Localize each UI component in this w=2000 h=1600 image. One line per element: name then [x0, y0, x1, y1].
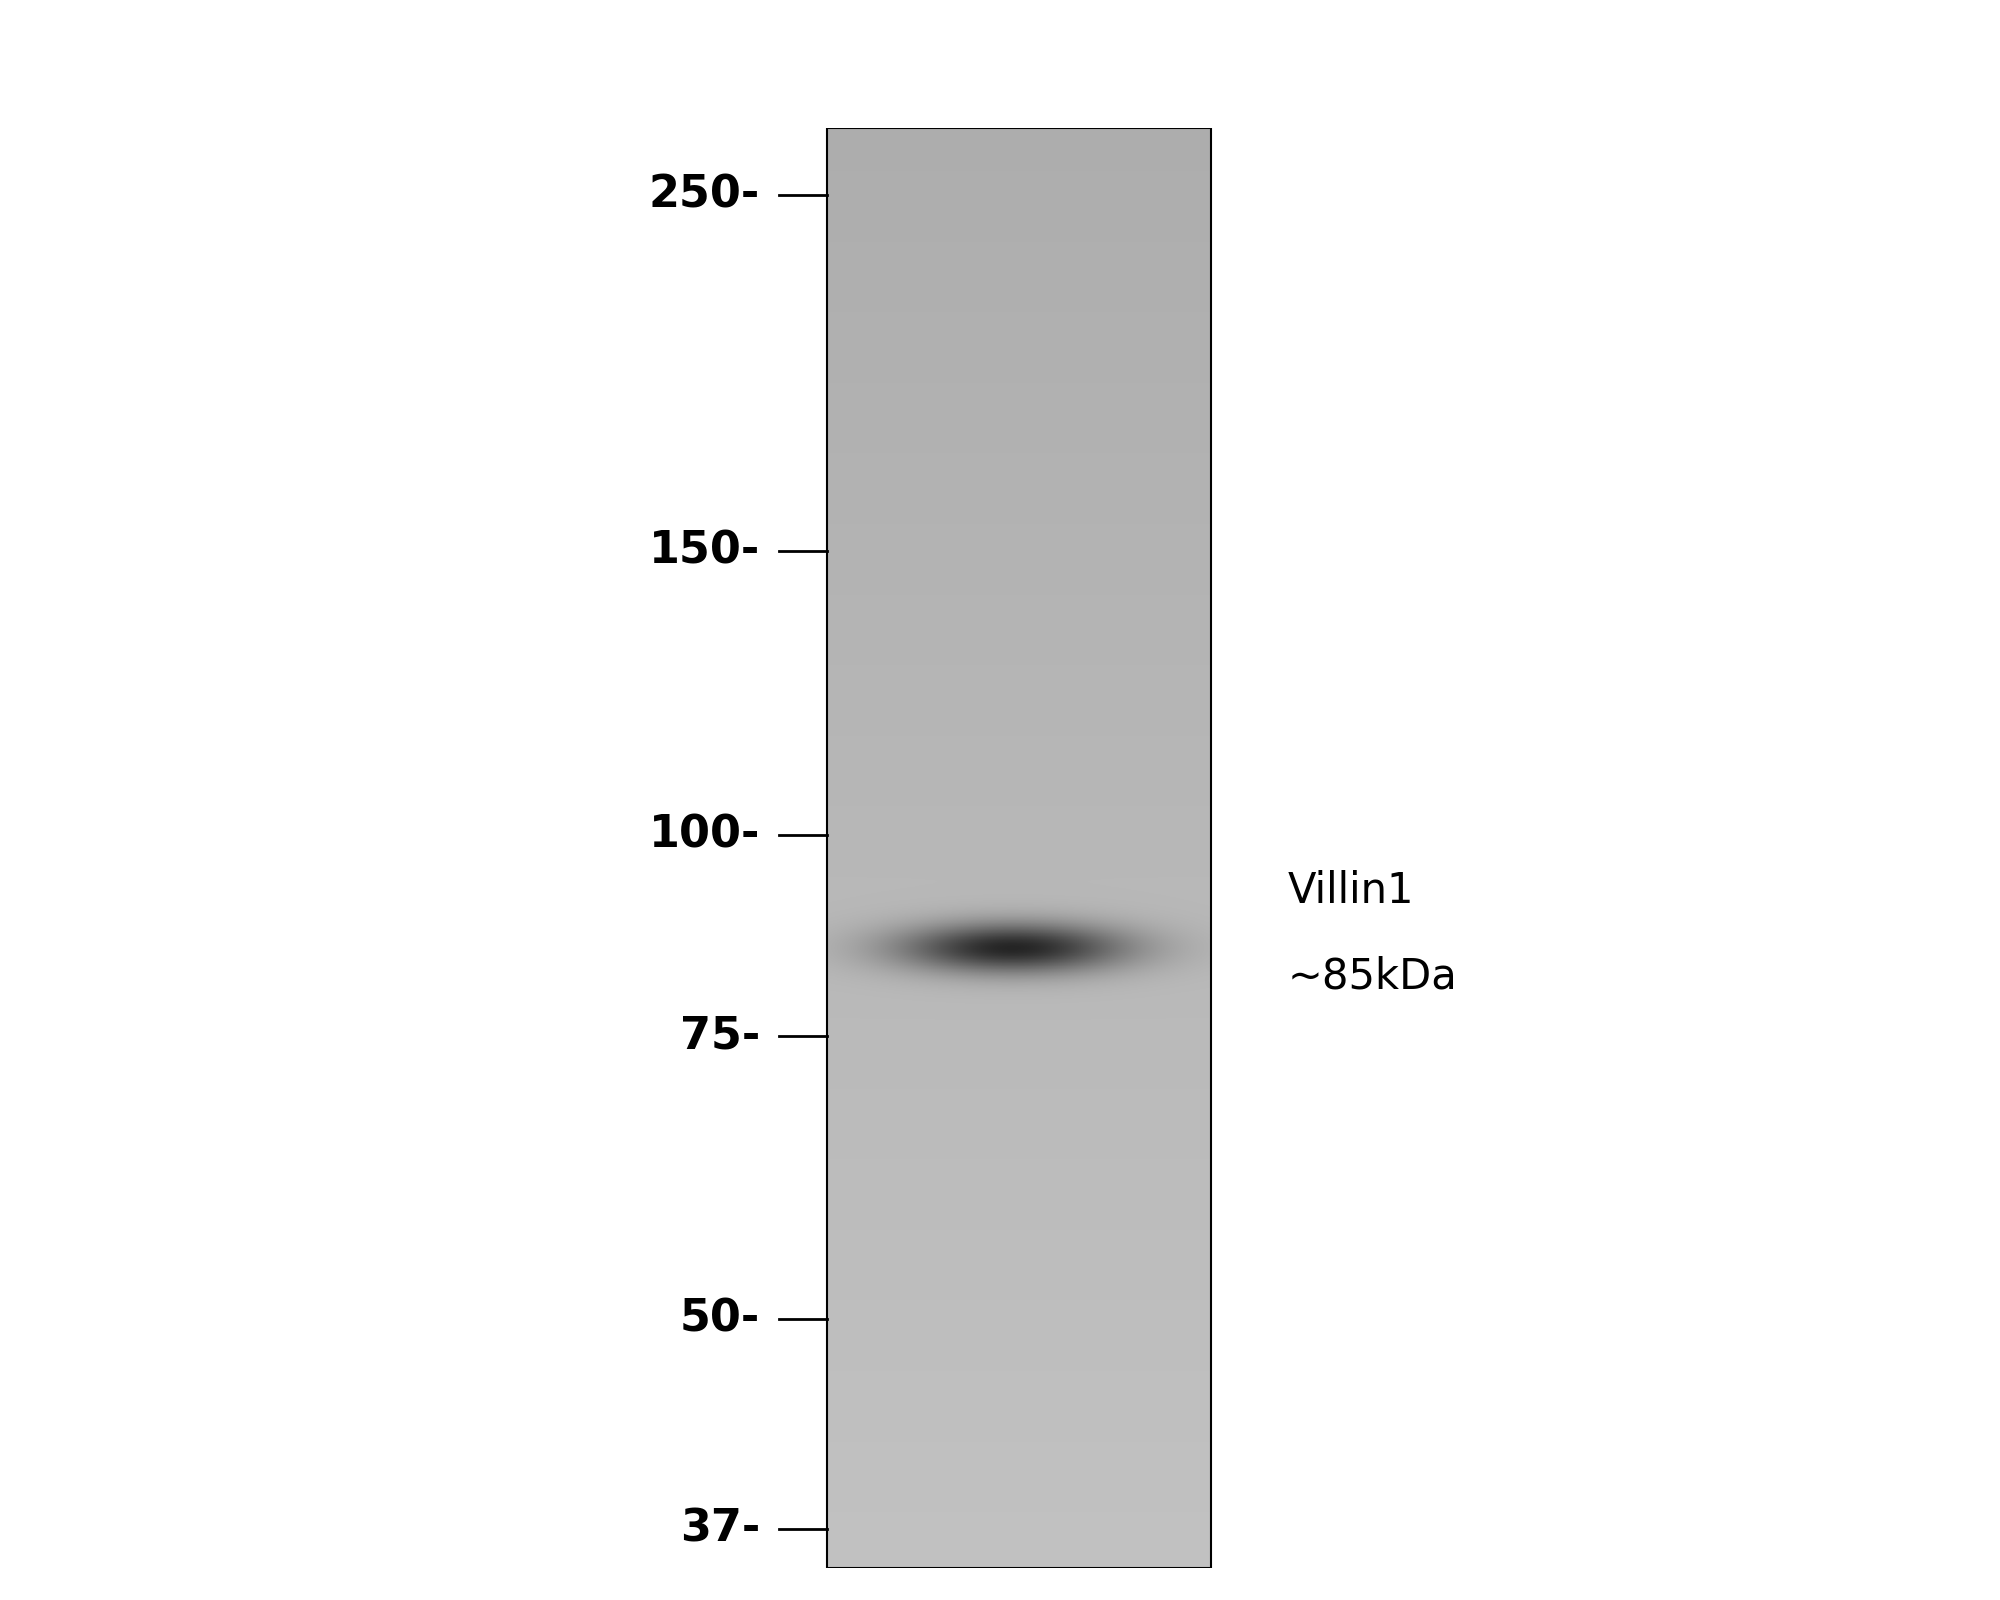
Text: 37-: 37-: [680, 1507, 760, 1550]
Text: 50-: 50-: [680, 1298, 760, 1341]
Bar: [828, 128, 1212, 1568]
Text: ~85kDa: ~85kDa: [1288, 955, 1458, 997]
Text: 250-: 250-: [648, 173, 760, 216]
Text: 75-: 75-: [680, 1014, 760, 1058]
Text: 100-: 100-: [648, 813, 760, 856]
Text: 150-: 150-: [648, 530, 760, 573]
Text: HT-29: HT-29: [1026, 0, 1154, 6]
Text: Villin1: Villin1: [1288, 870, 1414, 912]
